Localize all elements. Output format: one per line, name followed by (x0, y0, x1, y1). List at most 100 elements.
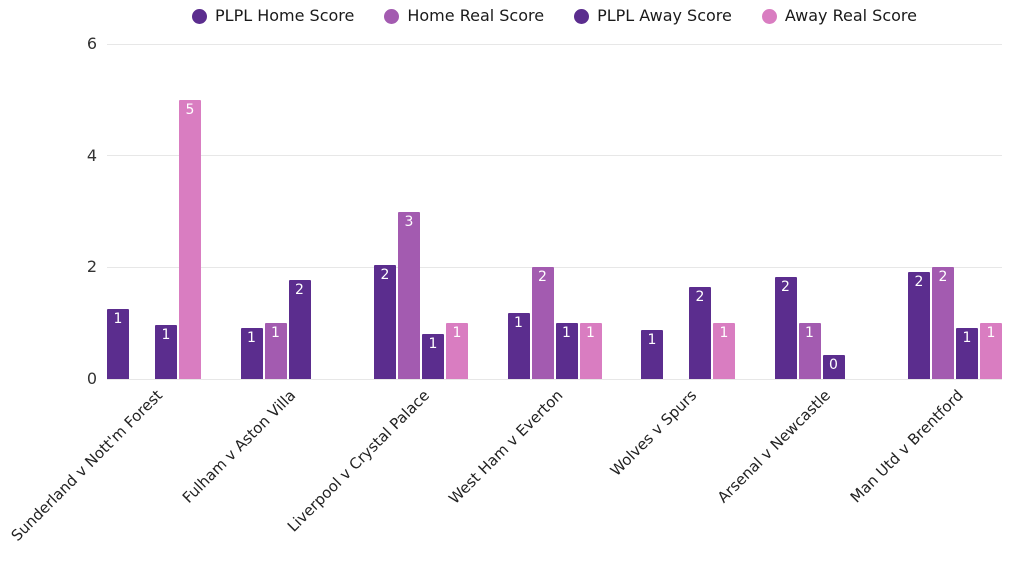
bar-value-label: 1 (428, 336, 438, 353)
x-axis-label: Wolves v Spurs (606, 386, 701, 480)
bar[interactable]: 1 (641, 330, 663, 379)
bar-slot: 1 (155, 44, 177, 379)
bar-slot: 1 (240, 44, 263, 379)
bar[interactable]: 2 (774, 276, 797, 379)
y-axis-tick-label: 2 (86, 257, 97, 277)
bar-slot: 2 (374, 44, 396, 379)
legend-dot (192, 8, 207, 24)
bar-value-label: 2 (538, 269, 547, 286)
plot-area: 1 1 5 Sunderland v Nott'm Forest 1 1 2 Fulham v… (8, 43, 1002, 545)
legend-item-plpl-home-score[interactable]: PLPL Home Score (192, 8, 354, 24)
bar-slot: 2 (288, 44, 311, 379)
bar-groups: 1 1 5 Sunderland v Nott'm Forest 1 1 2 Fulham v… (8, 44, 1002, 545)
bar[interactable]: 5 (179, 99, 201, 379)
x-axis-label: West Ham v Everton (445, 386, 567, 508)
bar-slot: 1 (264, 44, 287, 379)
bar[interactable]: 1 (107, 309, 129, 379)
bar-value-label: 1 (514, 315, 523, 332)
bar-slot: 1 (798, 44, 821, 379)
bar[interactable]: 2 (908, 271, 930, 379)
legend-dot (574, 8, 590, 24)
bar-group: 2 3 1 1 Liverpool v Crystal Palace (284, 44, 468, 535)
bar[interactable]: 1 (555, 323, 578, 379)
x-axis-label: Liverpool v Crystal Palace (283, 386, 434, 536)
bar[interactable]: 2 (288, 279, 311, 379)
bar-value-label: 1 (161, 327, 171, 344)
bar-value-label: 1 (586, 325, 595, 342)
bar-value-label: 1 (719, 325, 729, 342)
bar-value-label: 2 (781, 278, 790, 295)
bar-slot: 1 (422, 44, 444, 379)
bar-slot (313, 44, 335, 379)
bar-group: 2 1 0 Arsenal v Newcastle (713, 44, 869, 507)
bar-row: 1 1 5 (107, 44, 201, 379)
bar[interactable]: 1 (956, 327, 978, 379)
legend-dot (384, 8, 400, 24)
bar-value-label: 1 (271, 325, 280, 342)
bar-slot: 2 (531, 44, 554, 379)
bar-value-label: 1 (452, 325, 462, 342)
bar-slot: 2 (932, 44, 954, 379)
bar-group: 1 1 5 Sunderland v Nott'm Forest (8, 44, 201, 545)
bar[interactable]: 1 (798, 323, 821, 379)
bar-slot: 2 (689, 44, 711, 379)
bar-value-label: 1 (647, 332, 657, 349)
bar[interactable]: 1 (155, 325, 177, 379)
bar[interactable]: 0 (822, 355, 845, 379)
legend-item-away-real-score[interactable]: Away Real Score (761, 8, 917, 24)
bar-slot: 1 (980, 44, 1002, 379)
bar[interactable]: 2 (374, 264, 396, 379)
bar-slot: 2 (908, 44, 930, 379)
gridline (107, 378, 1002, 380)
legend-label: Home Real Score (407, 6, 545, 25)
bar-value-label: 2 (380, 266, 390, 283)
legend-item-plpl-away-score[interactable]: PLPL Away Score (574, 8, 732, 24)
bar-value-label: 1 (247, 329, 256, 346)
bar-group: 1 2 1 1 West Ham v Everton (445, 44, 602, 508)
x-axis-label: Fulham v Aston Villa (179, 386, 300, 507)
bar-slot: 1 (446, 44, 468, 379)
y-axis-tick-label: 0 (86, 369, 97, 388)
bar-value-label: 2 (295, 281, 304, 298)
x-axis-label: Man Utd v Brentford (846, 386, 968, 507)
bar[interactable]: 2 (689, 287, 711, 379)
bar-slot: 3 (398, 44, 420, 379)
bar[interactable]: 1 (579, 323, 602, 379)
bar-value-label: 2 (695, 289, 705, 306)
bar[interactable]: 1 (507, 313, 530, 379)
bar-slot: 1 (107, 44, 129, 379)
bar-value-label: 1 (805, 325, 814, 342)
bar[interactable]: 2 (932, 267, 954, 379)
bar[interactable]: 1 (240, 327, 263, 379)
bar-value-label: 2 (938, 269, 948, 286)
bar-value-label: 1 (962, 329, 972, 346)
bar[interactable]: 3 (398, 211, 420, 379)
bar-slot (665, 44, 687, 379)
bar-row: 1 2 1 (641, 44, 735, 379)
legend-item-home-real-score[interactable]: Home Real Score (384, 8, 544, 24)
bar[interactable]: 1 (264, 323, 287, 379)
bar[interactable]: 1 (713, 323, 735, 379)
bar[interactable]: 2 (531, 267, 554, 379)
bar[interactable]: 1 (446, 323, 468, 379)
y-axis-tick-label: 6 (86, 34, 97, 53)
bar-slot: 1 (579, 44, 602, 379)
gridline (107, 43, 1002, 45)
bar-slot: 2 (774, 44, 797, 379)
bar[interactable]: 1 (422, 334, 444, 379)
legend-label: PLPL Home Score (215, 6, 355, 25)
bar-group: 2 2 1 1 Man Utd v Brentford (847, 44, 1002, 506)
bar-slot (131, 44, 153, 379)
bar-group: 1 1 2 Fulham v Aston Villa (179, 44, 335, 507)
y-axis: 0 2 4 6 (0, 0, 97, 420)
bar-value-label: 3 (404, 213, 414, 230)
bar-value-label: 0 (829, 357, 838, 373)
bar[interactable]: 1 (980, 323, 1002, 379)
bar-value-label: 2 (914, 273, 924, 290)
